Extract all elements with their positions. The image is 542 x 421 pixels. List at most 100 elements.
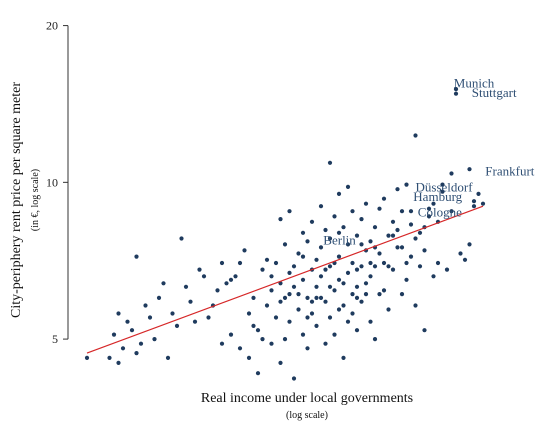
scatter-point (107, 355, 112, 360)
scatter-point (129, 328, 135, 333)
scatter-point (336, 307, 342, 312)
scatter-point (138, 341, 144, 346)
scatter-point (327, 236, 333, 241)
scatter-point (246, 355, 252, 360)
scatter-point (471, 204, 477, 209)
scatter-point (422, 328, 427, 333)
scatter-point (242, 248, 247, 253)
scatter-point (377, 206, 382, 211)
scatter-point (345, 270, 351, 275)
scatter-point (174, 323, 180, 328)
scatter-point (359, 242, 364, 247)
scatter-point (381, 260, 387, 266)
city-label: Munich (454, 76, 495, 91)
city-label: Hamburg (413, 189, 462, 204)
scatter-point (314, 295, 319, 300)
scatter-point (318, 274, 324, 279)
scatter-point (228, 332, 234, 337)
scatter-point (417, 264, 423, 269)
scatter-point (395, 227, 400, 233)
scatter-point (300, 230, 306, 235)
scatter-point (471, 199, 477, 204)
scatter-point (188, 299, 193, 304)
scatter-point (237, 260, 243, 266)
scatter-point (255, 328, 261, 333)
y-ticks: 5 10 20 (46, 19, 68, 346)
scatter-point (156, 295, 162, 300)
scatter-point (269, 288, 274, 293)
scatter-point (480, 201, 486, 206)
scatter-point (116, 360, 121, 365)
scatter-point (390, 233, 396, 238)
y-tick-label: 20 (46, 19, 58, 33)
scatter-point (408, 209, 414, 214)
scatter-point (372, 264, 378, 269)
scatter-point (260, 267, 265, 272)
scatter-point (363, 292, 369, 297)
scatter-point (287, 292, 292, 297)
scatter-point (318, 245, 324, 250)
scatter-point (368, 274, 373, 279)
scatter-point (219, 260, 225, 266)
scatter-point (381, 288, 387, 293)
scatter-point (390, 267, 396, 272)
scatter-point (323, 227, 328, 233)
scatter-point (323, 341, 328, 346)
scatter-point (404, 182, 409, 187)
scatter-point (381, 196, 387, 201)
scatter-point (165, 355, 171, 360)
scatter-point (417, 230, 423, 235)
city-label: Düsseldorf (416, 180, 474, 195)
city-label: Stuttgart (472, 85, 517, 100)
scatter-point (206, 315, 211, 320)
scatter-point (368, 319, 373, 324)
scatter-point (462, 257, 468, 262)
scatter-point (336, 230, 342, 235)
scatter-point (300, 277, 306, 282)
scatter-point (341, 225, 346, 230)
scatter-point (305, 239, 310, 244)
scatter-point (395, 245, 400, 250)
scatter-point (282, 337, 288, 342)
scatter-point (386, 264, 391, 269)
scatter-point (327, 264, 333, 269)
scatter-point (431, 201, 436, 206)
scatter-point (278, 217, 283, 222)
scatter-point (305, 346, 310, 351)
x-axis-scale-note: (log scale) (286, 410, 328, 421)
scatter-point (444, 267, 450, 272)
scatter-point (413, 303, 418, 308)
scatter-point (332, 332, 337, 337)
scatter-point (327, 315, 333, 320)
scatter-point (84, 355, 90, 360)
scatter-point (291, 376, 297, 381)
scatter-point (458, 251, 463, 256)
scatter-point (318, 204, 324, 209)
scatter-point (354, 284, 360, 289)
scatter-point (336, 254, 342, 259)
scatter-point (323, 299, 328, 304)
scatter-point (359, 299, 364, 304)
scatter-point (372, 337, 378, 342)
scatter-point (413, 236, 418, 241)
scatter-point (273, 260, 279, 266)
scatter-point (260, 337, 265, 342)
scatter-point (197, 267, 202, 272)
scatter-point (282, 295, 288, 300)
scatter-point (359, 264, 364, 269)
scatter-point (147, 315, 153, 320)
scatter-point (215, 288, 220, 293)
scatter-point (287, 270, 292, 275)
scatter-point (224, 281, 229, 286)
scatter-point (314, 257, 319, 262)
scatter-point (372, 225, 378, 230)
scatter-point (296, 307, 301, 312)
scatter-point (363, 281, 369, 286)
scatter-point (341, 355, 346, 360)
scatter-point (404, 277, 409, 282)
scatter-point (363, 201, 369, 206)
scatter-point (269, 341, 274, 346)
scatter-point (408, 254, 414, 259)
scatter-point (345, 184, 351, 189)
scatter-point (336, 277, 342, 282)
